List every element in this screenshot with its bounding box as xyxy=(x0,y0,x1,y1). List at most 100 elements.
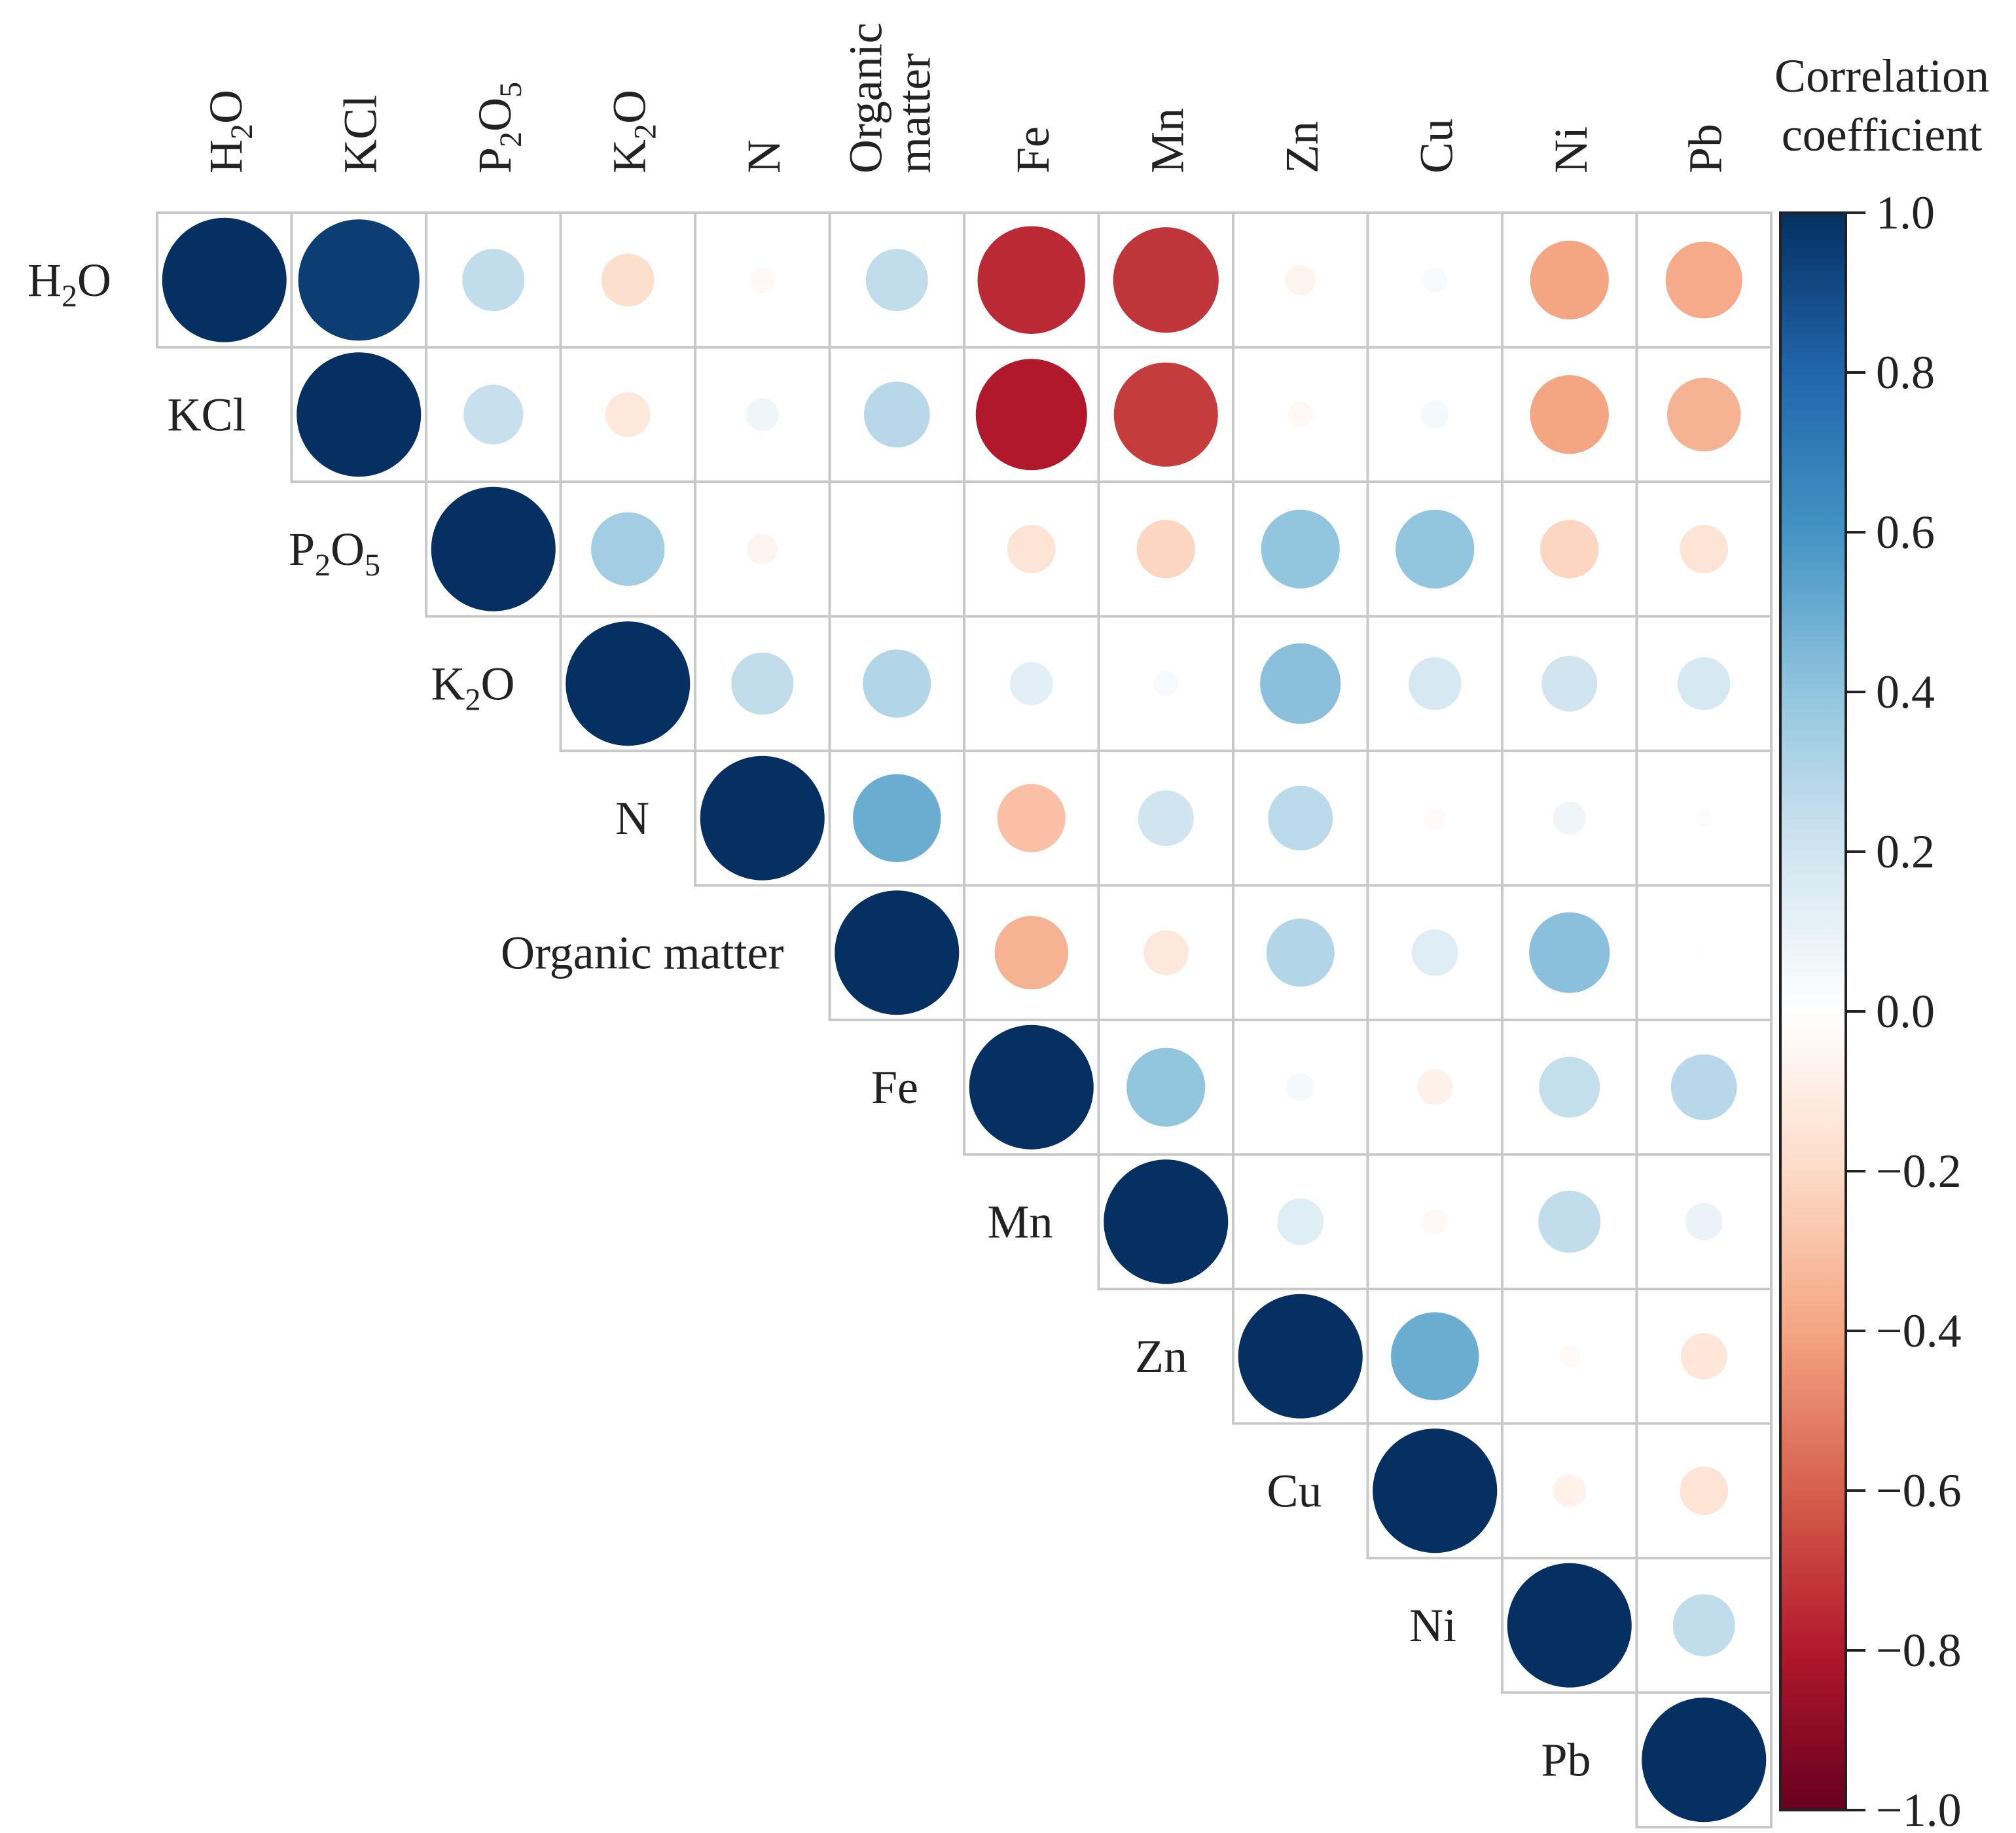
corr-circle-fe-ni xyxy=(1539,1057,1600,1118)
corr-circle-organic-matter-ni xyxy=(1529,912,1610,993)
corr-circle-organic-matter-pb xyxy=(1697,946,1710,959)
corr-circle-p2o5-fe xyxy=(1007,524,1056,573)
corr-circle-p2o5-cu xyxy=(1395,509,1475,589)
corr-circle-p2o5-k2o xyxy=(591,512,665,586)
cell-p2o5-organic-matter xyxy=(828,481,965,618)
corr-circle-k2o-zn xyxy=(1260,643,1341,724)
row-label-cu: Cu xyxy=(1267,1464,1322,1517)
cell-kcl-p2o5 xyxy=(425,346,562,483)
top-label-kcl: KCl xyxy=(334,95,386,173)
row-label-mn: Mn xyxy=(987,1195,1053,1248)
corr-circle-kcl-p2o5 xyxy=(463,384,524,445)
corr-circle-organic-matter-cu xyxy=(1411,929,1458,976)
colorbar-tick-label: −1.0 xyxy=(1876,1784,1962,1833)
corr-circle-organic-matter-organic-matter xyxy=(835,890,960,1015)
corr-circle-mn-zn xyxy=(1277,1198,1324,1245)
corr-circle-organic-matter-zn xyxy=(1266,918,1335,987)
diagonal-labels: H2O KCl P2O5 K2O N Organic matter Fe Mn Zn Cu Ni Pb xyxy=(27,254,1591,1787)
top-label-pb: Pb xyxy=(1679,124,1731,173)
corr-circle-k2o-k2o xyxy=(566,621,691,746)
corr-circle-p2o5-mn xyxy=(1136,520,1195,579)
corr-circle-fe-zn xyxy=(1286,1073,1314,1101)
corr-circle-h2o-p2o5 xyxy=(462,249,525,312)
corr-circle-n-n xyxy=(700,755,825,880)
corr-circle-h2o-k2o xyxy=(601,253,655,307)
corr-circle-h2o-kcl xyxy=(298,219,420,341)
corr-circle-pb-pb xyxy=(1642,1697,1767,1823)
corr-circle-k2o-pb xyxy=(1677,657,1731,710)
circle-layer xyxy=(162,217,1767,1823)
corr-circle-n-mn xyxy=(1138,790,1194,846)
corr-circle-ni-pb xyxy=(1672,1594,1735,1657)
corr-circle-h2o-cu xyxy=(1422,267,1448,293)
row-label-zn: Zn xyxy=(1135,1330,1187,1383)
row-label-pb: Pb xyxy=(1541,1733,1591,1786)
corr-circle-n-zn xyxy=(1268,786,1333,851)
corr-circle-fe-fe xyxy=(969,1025,1094,1150)
row-label-kcl: KCl xyxy=(167,388,245,441)
corr-circle-k2o-ni xyxy=(1541,655,1598,712)
grid-layer xyxy=(156,211,1773,1828)
cell-kcl-ni xyxy=(1501,346,1638,483)
corr-circle-zn-cu xyxy=(1391,1312,1479,1400)
top-label-zn: Zn xyxy=(1276,121,1328,173)
corr-circle-organic-matter-fe xyxy=(994,916,1068,990)
top-label-ni: Ni xyxy=(1545,126,1597,173)
corr-circle-kcl-ni xyxy=(1530,375,1609,454)
corr-circle-cu-cu xyxy=(1373,1428,1498,1553)
corr-circle-zn-pb xyxy=(1680,1333,1727,1380)
row-label-p2o5: P2O5 xyxy=(289,523,380,583)
colorbar-tick-label: −0.4 xyxy=(1876,1305,1962,1357)
top-label-k2o: K2O xyxy=(603,90,662,173)
corr-circle-kcl-mn xyxy=(1113,362,1218,467)
corr-circle-h2o-n xyxy=(749,267,775,293)
corr-circle-organic-matter-mn xyxy=(1143,930,1189,975)
corr-circle-n-cu xyxy=(1424,807,1446,829)
row-label-h2o: H2O xyxy=(27,254,111,314)
corr-circle-mn-ni xyxy=(1538,1190,1601,1253)
colorbar-tick-label: 0.6 xyxy=(1876,506,1935,558)
cell-k2o-zn xyxy=(1232,615,1369,752)
corr-circle-k2o-cu xyxy=(1408,657,1462,710)
corr-circle-h2o-zn xyxy=(1285,264,1316,296)
corr-circle-h2o-fe xyxy=(977,226,1086,335)
corr-circle-kcl-kcl xyxy=(297,352,422,477)
row-label-k2o: K2O xyxy=(431,657,515,717)
corr-circle-kcl-n xyxy=(746,398,779,431)
corr-circle-p2o5-n xyxy=(747,534,778,565)
corr-circle-n-pb xyxy=(1695,809,1713,827)
colorbar-tick-label: 1.0 xyxy=(1876,187,1935,239)
corr-circle-n-fe xyxy=(997,784,1066,852)
top-label-fe: Fe xyxy=(1007,126,1059,173)
corr-circle-ni-ni xyxy=(1507,1563,1632,1688)
corr-circle-p2o5-zn xyxy=(1261,509,1340,589)
corr-circle-k2o-n xyxy=(731,652,794,715)
corr-circle-zn-ni xyxy=(1558,1345,1581,1368)
corr-circle-cu-ni xyxy=(1553,1474,1586,1508)
corr-circle-k2o-organic-matter xyxy=(863,649,931,718)
top-label-mn: Mn xyxy=(1141,108,1193,173)
corr-circle-mn-pb xyxy=(1685,1203,1723,1241)
corr-circle-n-organic-matter xyxy=(853,774,941,862)
corr-circle-kcl-organic-matter xyxy=(863,381,930,448)
corr-circle-mn-mn xyxy=(1104,1159,1229,1284)
top-label-p2o5: P2O5 xyxy=(469,82,528,173)
corr-circle-fe-mn xyxy=(1126,1047,1206,1127)
corr-circle-h2o-ni xyxy=(1530,240,1609,319)
corr-circle-kcl-fe xyxy=(975,359,1087,471)
corr-circle-k2o-fe xyxy=(1009,662,1053,706)
corr-circle-h2o-mn xyxy=(1113,227,1219,333)
corr-circle-h2o-pb xyxy=(1665,242,1742,319)
corr-circle-kcl-k2o xyxy=(605,391,651,437)
row-label-ni: Ni xyxy=(1409,1599,1456,1652)
corr-circle-kcl-zn xyxy=(1287,402,1313,427)
corr-circle-p2o5-pb xyxy=(1680,524,1729,573)
colorbar-tick-label: −0.2 xyxy=(1876,1145,1962,1197)
colorbar-tick-label: −0.6 xyxy=(1876,1464,1962,1517)
colorbar-tick-label: −0.8 xyxy=(1876,1624,1962,1677)
colorbar-tick-label: 0.2 xyxy=(1876,826,1935,878)
colorbar-gradient xyxy=(1779,211,1847,1811)
colorbar-title-line1: Correlation xyxy=(1774,50,1989,102)
